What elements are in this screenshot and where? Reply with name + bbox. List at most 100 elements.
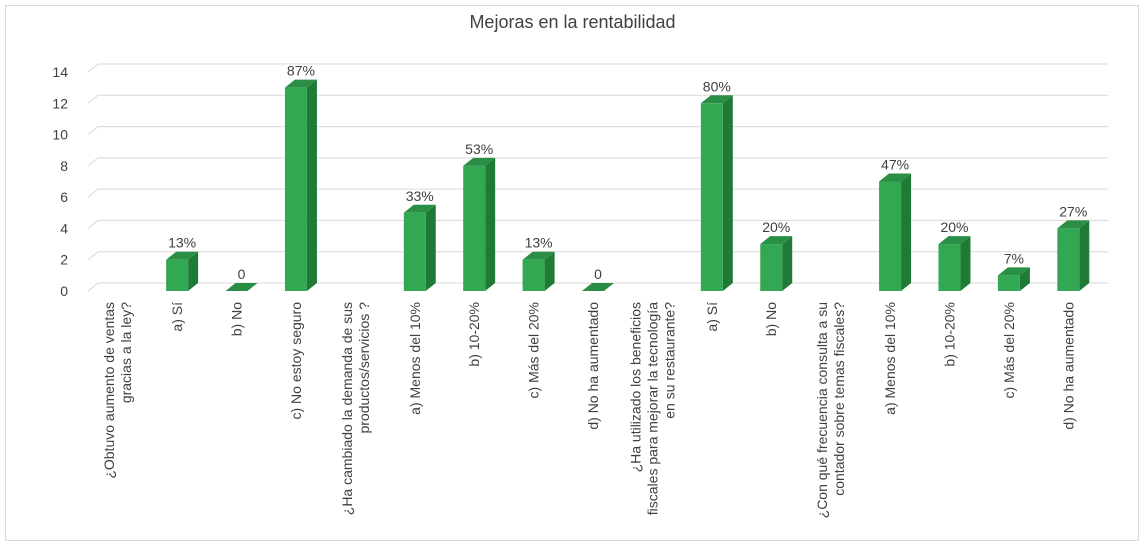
gridline-depth [87, 251, 99, 261]
bar [1057, 228, 1080, 291]
gridline-depth [87, 126, 99, 135]
x-tick-label-line: productos/servicios ? [356, 302, 372, 434]
gridline-depth [87, 63, 99, 73]
x-tick-label-line: en su restaurante? [661, 302, 677, 419]
bar-side [960, 236, 971, 291]
data-label: 0 [594, 266, 602, 282]
x-tick-label: b) 10-20% [466, 302, 482, 367]
data-label: 53% [465, 141, 493, 157]
x-tick-label: d) No ha aumentado [585, 302, 601, 430]
bar [700, 103, 723, 292]
chart-title: Mejoras en la rentabilidad [469, 12, 676, 32]
x-tick-label-line: a) Menos del 10% [407, 302, 423, 415]
x-tick-label: ¿Con qué frecuencia consulta a su contado… [814, 302, 847, 519]
bar-top [166, 251, 199, 260]
data-label: 20% [940, 219, 968, 235]
bar-top [938, 236, 971, 245]
bar-top [760, 236, 793, 245]
gridline-depth [87, 220, 99, 229]
x-tick-label: c) No estoy seguro [288, 302, 304, 420]
x-tick-label-line: c) No estoy seguro [288, 302, 304, 420]
y-tick-label: 8 [60, 158, 68, 174]
y-tick-label: 4 [60, 220, 68, 236]
x-tick-label-line: b) 10-20% [941, 302, 957, 367]
bar [879, 181, 902, 291]
bar [522, 259, 545, 291]
x-tick-label-line: b) 10-20% [466, 302, 482, 367]
x-tick-label-line: b) No [763, 302, 779, 336]
bar [760, 244, 783, 291]
x-tick-label: d) No ha aumentado [1060, 302, 1076, 430]
bar-side [306, 79, 317, 292]
x-tick-label: b) No [229, 302, 245, 336]
x-tick-label-line: c) Más del 20% [526, 302, 542, 398]
bar-top [403, 204, 436, 213]
x-tick-label: a) Sí [704, 302, 720, 332]
x-tick-label: b) 10-20% [941, 302, 957, 367]
x-tick-label-line: a) Menos del 10% [882, 302, 898, 415]
bar-side [188, 251, 199, 291]
data-label: 80% [703, 78, 731, 94]
x-tick-label: ¿Obtuvo aumento de ventas gracias a la le… [101, 302, 134, 479]
y-tick-label: 14 [52, 64, 68, 80]
bar [997, 275, 1020, 291]
bar-side [425, 204, 436, 291]
data-label: 0 [238, 266, 246, 282]
x-tick-label-line: gracias a la ley? [118, 302, 134, 403]
bar-side [485, 157, 496, 291]
x-tick-label-line: ¿Con qué frecuencia consulta a su [814, 302, 830, 518]
bar [938, 244, 961, 291]
data-label: 47% [881, 157, 909, 173]
x-tick-label-line: c) Más del 20% [1001, 302, 1017, 398]
x-tick-label-line: a) Sí [704, 302, 720, 332]
gridline-depth [87, 94, 99, 104]
gridline-depth [87, 282, 99, 292]
data-label: 13% [168, 235, 196, 251]
x-tick-label: a) Sí [169, 302, 185, 332]
bar-top [522, 251, 555, 260]
x-tick-label-line: ¿Obtuvo aumento de ventas [101, 302, 117, 479]
data-label: 20% [762, 219, 790, 235]
bar-top [284, 79, 317, 88]
bar-side [722, 95, 733, 292]
data-label: 33% [406, 188, 434, 204]
x-tick-label: c) Más del 20% [1001, 302, 1017, 398]
y-tick-label: 2 [60, 252, 68, 268]
x-tick-label: b) No [763, 302, 779, 336]
bar [403, 212, 426, 291]
x-tick-label-line: a) Sí [169, 302, 185, 332]
bar-side [901, 173, 912, 291]
bar-top [463, 157, 496, 166]
bar-top [1057, 220, 1090, 229]
bar [166, 259, 189, 291]
x-tick-label: a) Menos del 10% [882, 302, 898, 415]
x-tick-label: ¿Ha utilizado los beneficios fiscales par… [627, 302, 677, 515]
y-tick-label: 6 [60, 189, 68, 205]
x-tick-label: ¿Ha cambiado la demanda de sus productos/… [339, 302, 372, 515]
data-label: 13% [525, 235, 553, 251]
bar-top [582, 283, 614, 291]
bar-top [700, 95, 733, 104]
bar-top [225, 283, 258, 291]
bar-side [782, 236, 793, 291]
x-tick-label: a) Menos del 10% [407, 302, 423, 415]
x-tick-label-line: b) No [229, 302, 245, 336]
bar [463, 165, 486, 291]
y-tick-label: 12 [52, 95, 68, 111]
bar-top [997, 267, 1030, 276]
x-tick-label-line: ¿Ha utilizado los beneficios [627, 302, 643, 472]
y-tick-label: 0 [60, 283, 68, 299]
x-tick-label-line: fiscales para mejorar la tecnología [644, 302, 660, 515]
bar-side [544, 251, 555, 291]
gridline-depth [87, 157, 99, 167]
bar-top [879, 173, 912, 182]
bar-side [1019, 267, 1030, 291]
x-tick-label: c) Más del 20% [526, 302, 542, 398]
x-tick-label-line: d) No ha aumentado [585, 302, 601, 430]
x-tick-label-line: ¿Ha cambiado la demanda de sus [339, 302, 355, 515]
data-label: 27% [1059, 203, 1087, 219]
x-tick-label-line: contador sobre temas fiscales? [831, 302, 847, 496]
bar [284, 87, 307, 292]
gridline-depth [87, 188, 99, 198]
